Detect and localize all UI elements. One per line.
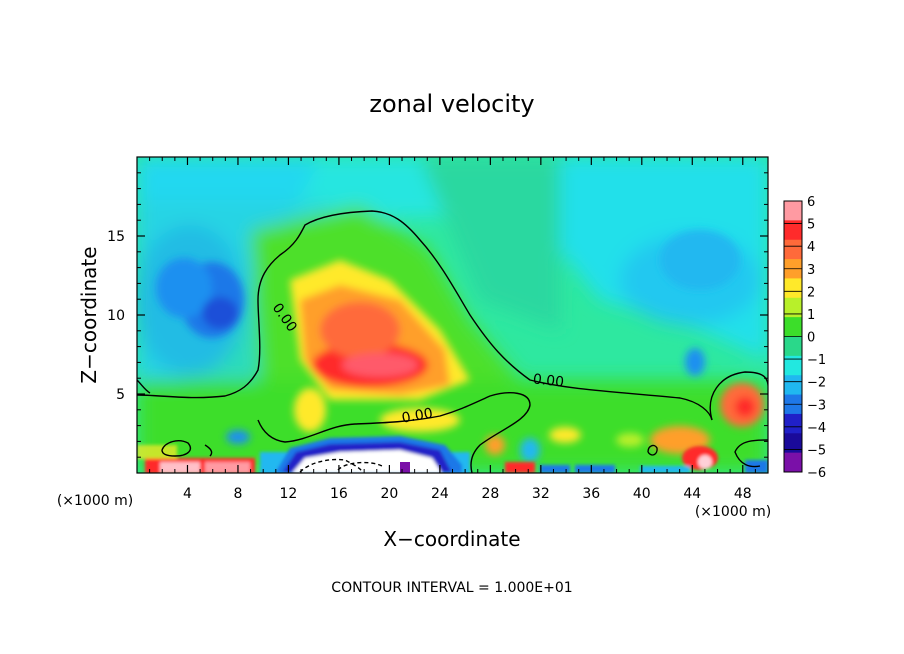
x-tick-label: 48 (734, 486, 752, 502)
zero-contours (137, 210, 768, 473)
x-tick-label: 4 (183, 486, 192, 502)
colorbar-tick-label: 1 (807, 308, 815, 323)
chart-title: zonal velocity (369, 90, 534, 118)
contour-interval-note: CONTOUR INTERVAL = 1.000E+01 (331, 580, 572, 596)
colorbar-swatch (784, 375, 802, 396)
y-tick-label: 10 (107, 308, 125, 324)
x-tick-label: 24 (431, 486, 449, 502)
colorbar-swatch (784, 433, 802, 454)
colorbar-swatch (784, 297, 802, 318)
colorbar-swatch (784, 452, 802, 473)
colorbar-tick-label: −4 (807, 421, 826, 436)
y-axis-ticks: 5 10 15 (107, 172, 768, 458)
x-tick-label: 12 (280, 486, 298, 502)
x-axis-title: X−coordinate (383, 527, 520, 551)
colorbar-tick-label: −6 (807, 466, 826, 481)
colorbar-swatch (784, 201, 802, 221)
colorbar-swatch (784, 239, 802, 260)
colorbar-swatch (784, 317, 802, 337)
purple-minimum (400, 462, 410, 473)
x-tick-label: 44 (683, 486, 701, 502)
colorbar-swatch (784, 355, 802, 376)
colorbar-swatch (784, 220, 802, 241)
x-tick-label: 20 (380, 486, 398, 502)
colorbar-tick-label: 6 (807, 195, 815, 210)
colorbar-tick-label: 4 (807, 240, 815, 255)
colorbar-swatch (784, 413, 802, 434)
x-tick-label: 8 (233, 486, 242, 502)
x-tick-label: 36 (582, 486, 600, 502)
x-tick-label: 40 (633, 486, 651, 502)
colorbar-tick-label: −5 (807, 443, 826, 458)
contour-label-3: 0.00 (532, 371, 565, 390)
x-units-left: (×1000 m) (57, 493, 133, 509)
colorbar-swatch (784, 278, 802, 299)
colorbar: 6 5 4 3 2 1 0 −1 −2 −3 −4 −5 −6 (783, 195, 826, 481)
colorbar-tick-label: −2 (807, 376, 826, 391)
colorbar-tick-label: 2 (807, 285, 815, 300)
colorbar-swatch (784, 336, 802, 357)
x-units-right: (×1000 m) (695, 504, 771, 520)
y-tick-label: 5 (116, 387, 125, 403)
x-axis-ticks: 4 8 12 16 20 24 28 32 36 40 44 48 (149, 157, 756, 502)
colorbar-tick-label: 3 (807, 263, 815, 278)
y-tick-label: 15 (107, 229, 125, 245)
x-tick-label: 16 (330, 486, 348, 502)
contour-label-2: 0.00 (401, 405, 434, 426)
x-tick-label: 28 (481, 486, 499, 502)
velocity-field: 0.00 0.00 0.00 (137, 157, 768, 473)
colorbar-tick-label: 0 (807, 331, 815, 346)
x-tick-label: 32 (532, 486, 550, 502)
colorbar-tick-label: −3 (807, 398, 826, 413)
y-axis-title: Z−coordinate (77, 246, 101, 383)
colorbar-tick-label: 5 (807, 218, 815, 233)
colorbar-tick-label: −1 (807, 353, 826, 368)
